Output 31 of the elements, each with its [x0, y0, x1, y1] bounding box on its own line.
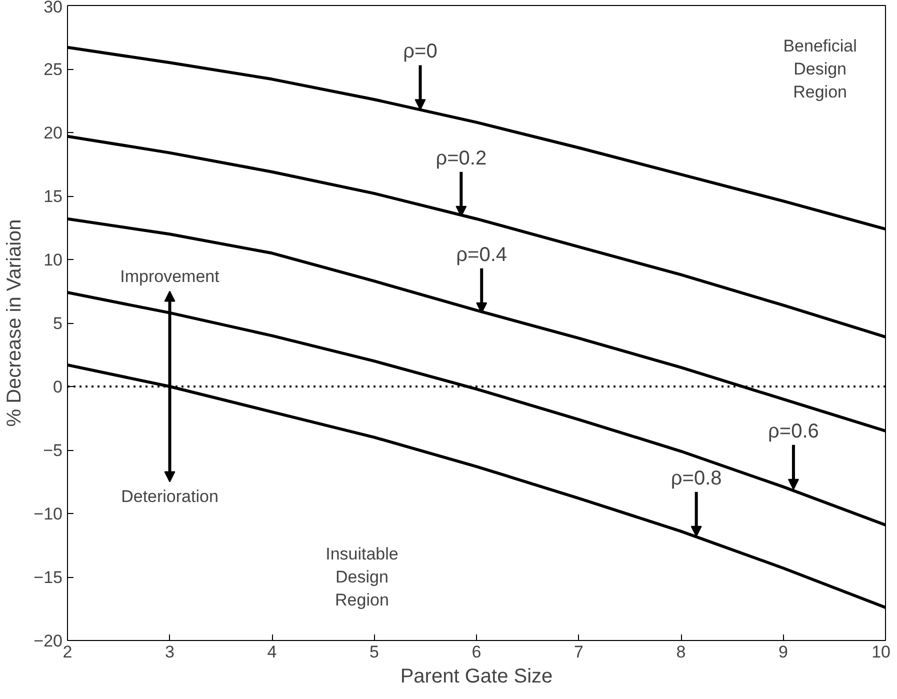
annotation: ρ=0	[403, 40, 438, 63]
annotation: ρ=0.2	[436, 147, 487, 170]
annotation: ρ=0.4	[456, 244, 508, 266]
x-tick-label: 5	[370, 642, 379, 662]
y-tick-label: 20	[44, 124, 63, 142]
x-tick-label: 4	[267, 642, 277, 662]
x-tick-label: 8	[676, 642, 686, 662]
x-tick-label: 3	[165, 642, 174, 662]
x-axis-title: Parent Gate Size	[400, 666, 553, 688]
y-tick-label: −20	[34, 632, 63, 650]
y-tick-label: 30	[44, 0, 63, 16]
annotation: Improvement	[120, 267, 220, 286]
y-tick-label: 10	[44, 250, 63, 270]
x-tick-label: 6	[472, 642, 482, 662]
annotation: Beneficial Design Region	[783, 36, 857, 102]
y-tick-label: 25	[44, 60, 63, 79]
y-tick-label: −5	[43, 441, 63, 460]
y-tick-label: −10	[34, 504, 63, 524]
y-tick-label: 0	[53, 378, 63, 396]
annotation: Deterioration	[121, 486, 218, 506]
x-tick-label: 2	[62, 642, 72, 662]
annotation: Insuitable Design Region	[326, 544, 398, 610]
annotation: ρ=0.6	[768, 420, 819, 442]
y-axis-title: % Decrease in Variaion	[4, 219, 26, 427]
x-tick-label: 9	[778, 642, 788, 662]
x-tick-label: 10	[872, 642, 891, 662]
y-tick-label: 5	[53, 314, 63, 333]
x-tick-label: 7	[574, 642, 584, 662]
y-tick-label: −15	[34, 568, 63, 587]
annotation: ρ=0.8	[670, 467, 722, 490]
y-tick-label: 15	[44, 187, 63, 206]
